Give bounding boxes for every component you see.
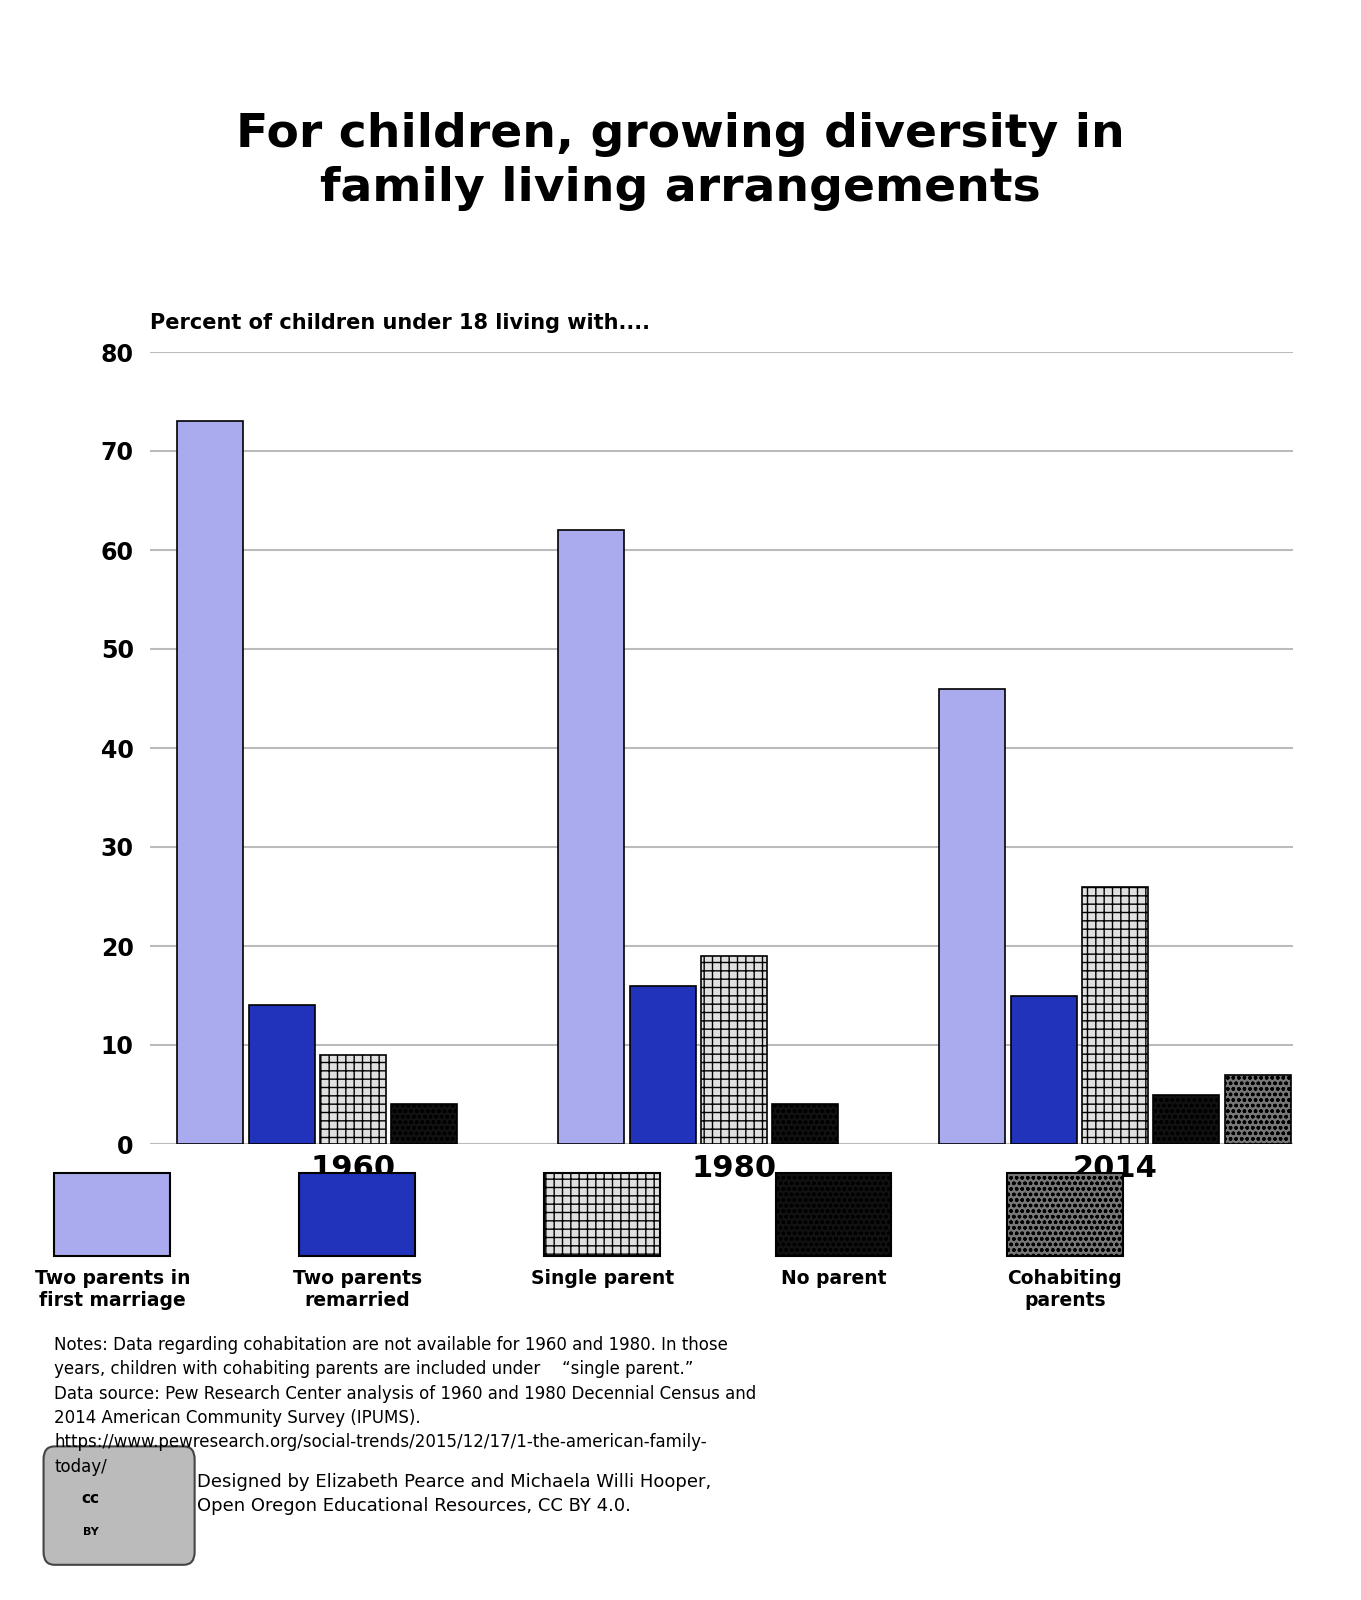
Text: Two parents
remarried: Two parents remarried <box>293 1269 422 1310</box>
Text: For children, growing diversity in
family living arrangements: For children, growing diversity in famil… <box>235 112 1126 211</box>
Text: Percent of children under 18 living with....: Percent of children under 18 living with… <box>150 314 649 333</box>
Text: Designed by Elizabeth Pearce and Michaela Willi Hooper,
Open Oregon Educational : Designed by Elizabeth Pearce and Michael… <box>197 1474 712 1515</box>
Text: cc: cc <box>82 1491 99 1506</box>
Bar <box>1225 1075 1290 1144</box>
Text: BY: BY <box>83 1526 98 1536</box>
Bar <box>391 1104 457 1144</box>
Bar <box>1153 1094 1219 1144</box>
Bar <box>249 1005 314 1144</box>
Bar <box>701 955 768 1144</box>
Bar <box>177 421 244 1144</box>
Bar <box>558 530 625 1144</box>
Text: Two parents in
first marriage: Two parents in first marriage <box>34 1269 191 1310</box>
Text: No parent: No parent <box>781 1269 886 1288</box>
Bar <box>939 688 1006 1144</box>
Text: Single parent: Single parent <box>531 1269 674 1288</box>
Bar <box>772 1104 838 1144</box>
Bar <box>320 1054 387 1144</box>
Text: Cohabiting
parents: Cohabiting parents <box>1007 1269 1123 1310</box>
Bar <box>630 986 695 1144</box>
Text: Notes: Data regarding cohabitation are not available for 1960 and 1980. In those: Notes: Data regarding cohabitation are n… <box>54 1336 757 1475</box>
Bar <box>1082 886 1149 1144</box>
Bar <box>1011 995 1077 1144</box>
